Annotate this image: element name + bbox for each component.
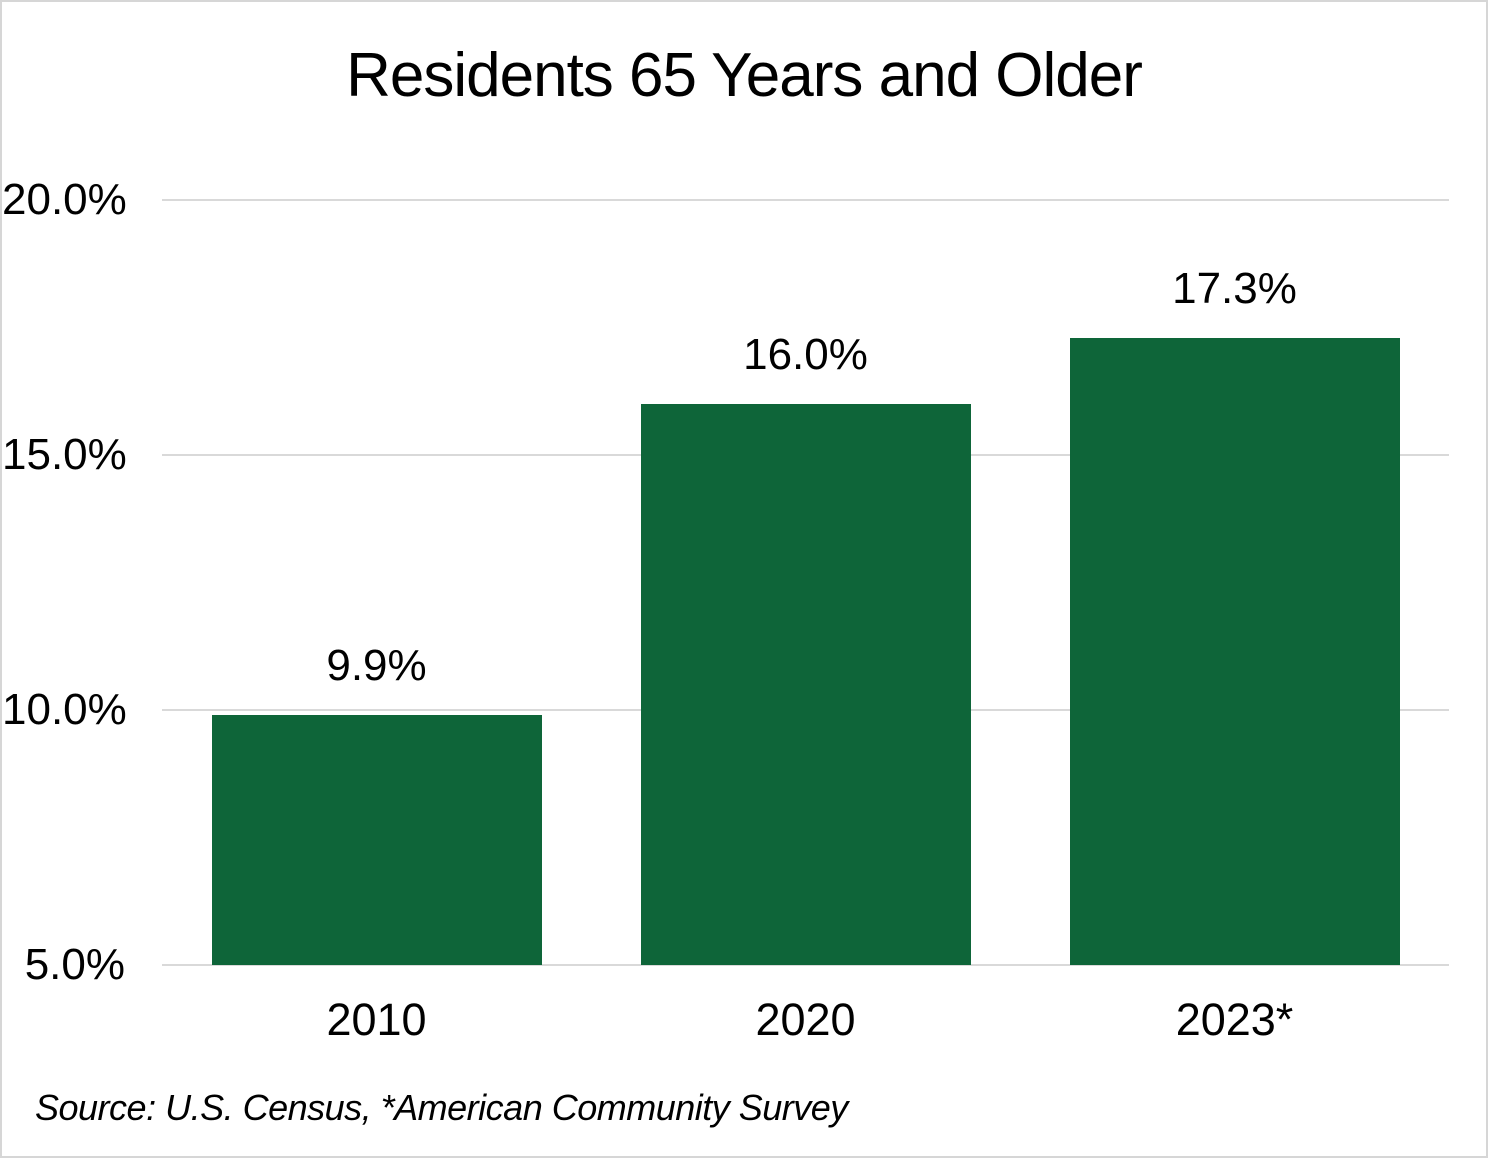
bar-2023* [1069,337,1400,965]
bar-2010 [211,715,542,965]
source-note: Source: U.S. Census, *American Community… [35,1087,848,1128]
y-axis-tick-label: 20.0% [2,175,127,224]
gridline-5.0% [162,964,1449,966]
x-axis-tick-label: 2020 [755,994,856,1045]
bar-2020 [640,404,971,965]
y-axis-tick-label: 15.0% [2,430,127,479]
chart-title: Residents 65 Years and Older [346,41,1143,110]
y-axis-tick-label: 5.0% [24,940,125,989]
x-axis-tick-label: 2023* [1175,994,1294,1045]
bar-value-label: 16.0% [743,330,868,379]
bar-value-label: 17.3% [1172,263,1297,313]
x-axis-tick-label: 2010 [326,994,427,1045]
gridline-20.0% [162,199,1449,201]
y-axis-tick-label: 10.0% [2,685,127,734]
bar-value-label: 9.9% [326,641,427,691]
